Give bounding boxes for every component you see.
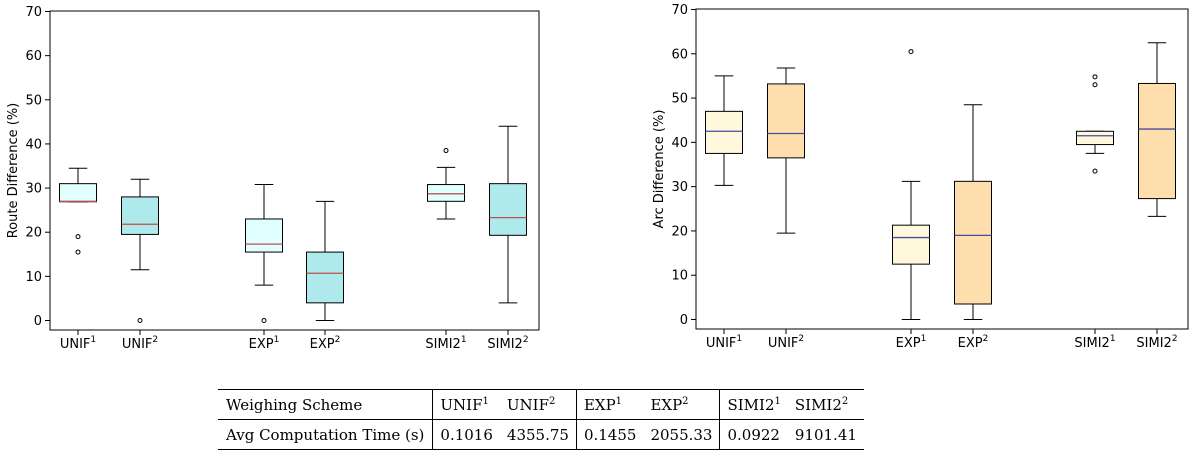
- y-axis-title: Route Difference (%): [6, 103, 21, 239]
- box: [705, 110, 743, 154]
- outlier-point: [137, 318, 143, 323]
- x-tick-label: UNIF1: [706, 334, 742, 351]
- x-tick-label: SIMI22: [1136, 334, 1177, 351]
- box: [245, 218, 283, 253]
- box: [1076, 130, 1114, 146]
- x-tick-label: EXP2: [958, 334, 989, 351]
- x-tick-label: UNIF2: [768, 334, 804, 351]
- route-difference-chart: 0 10 20 30 40 50 60 70 Route Difference (%) UNIF1…: [6, 5, 540, 352]
- col-header-exp1: EXP1: [576, 389, 644, 420]
- box-plot-figure: 0 10 20 30 40 50 60 70 Route Difference (%) UNIF1…: [6, 3, 1189, 352]
- y-tick-label: 20: [25, 226, 42, 241]
- y-tick-label: 70: [25, 5, 42, 20]
- box: [306, 251, 344, 304]
- outlier-point: [1092, 74, 1098, 80]
- box: [121, 196, 159, 235]
- y-tick-label: 30: [25, 182, 42, 197]
- outlier-point: [75, 234, 81, 240]
- box: [1138, 82, 1176, 200]
- x-tick-label: SIMI21: [1074, 334, 1115, 351]
- outlier-point: [443, 148, 449, 154]
- outlier-point: [908, 49, 914, 55]
- y-tick-label: 0: [680, 313, 688, 328]
- x-tick-label: SIMI21: [425, 335, 466, 352]
- arc-difference-chart: 0 10 20 30 40 50 60 70 Arc Difference (%) UNIF1 UN…: [652, 3, 1189, 351]
- cell-unif2: 4355.75: [499, 419, 577, 450]
- y-tick-label: 40: [671, 136, 688, 151]
- box: [59, 183, 97, 203]
- y-tick-label: 40: [25, 137, 42, 152]
- x-tick-label: UNIF1: [60, 335, 96, 352]
- cell-exp1: 0.1455: [576, 419, 644, 450]
- x-tick-label: EXP1: [896, 334, 927, 351]
- x-tick-label: SIMI22: [487, 335, 528, 352]
- outlier-point: [261, 318, 267, 323]
- cell-exp2: 2055.33: [643, 419, 721, 450]
- header-label: Weighing Scheme: [218, 389, 434, 420]
- col-header-unif1: UNIF1: [432, 389, 500, 420]
- y-tick-label: 50: [671, 92, 688, 107]
- box: [954, 180, 992, 305]
- x-tick-label: UNIF2: [122, 335, 158, 352]
- y-tick-label: 20: [671, 224, 688, 239]
- y-axis-title: Arc Difference (%): [652, 110, 667, 229]
- outlier-point: [75, 249, 81, 255]
- x-tick-label: EXP1: [249, 335, 280, 352]
- table-header-row: Weighing Scheme UNIF1 UNIF2 EXP1 EXP2 SI…: [218, 389, 864, 420]
- col-header-unif2: UNIF2: [499, 389, 577, 420]
- col-header-exp2: EXP2: [643, 389, 721, 420]
- outlier-point: [1092, 82, 1098, 88]
- computation-time-table: Weighing Scheme UNIF1 UNIF2 EXP1 EXP2 SI…: [218, 389, 864, 450]
- y-tick-label: 0: [34, 314, 42, 329]
- col-header-simi21: SIMI21: [719, 389, 788, 420]
- cell-unif1: 0.1016: [432, 419, 500, 450]
- row-label: Avg Computation Time (s): [218, 419, 434, 450]
- table-row: Avg Computation Time (s) 0.1016 4355.75 …: [218, 419, 864, 450]
- cell-simi21: 0.0922: [719, 419, 788, 450]
- box: [489, 183, 527, 236]
- y-tick-label: 10: [671, 269, 688, 284]
- x-tick-label: EXP2: [310, 335, 341, 352]
- box: [892, 224, 930, 265]
- box: [427, 184, 465, 202]
- y-tick-label: 70: [671, 3, 688, 18]
- col-header-simi22: SIMI22: [787, 389, 864, 420]
- y-tick-label: 60: [25, 49, 42, 64]
- route-plot-frame: [49, 10, 540, 331]
- box: [767, 83, 805, 159]
- y-tick-label: 10: [25, 270, 42, 285]
- outlier-point: [1092, 168, 1098, 174]
- y-tick-label: 30: [671, 180, 688, 195]
- arc-plot-frame: [695, 8, 1189, 330]
- cell-simi22: 9101.41: [787, 419, 864, 450]
- y-tick-label: 60: [671, 47, 688, 62]
- y-tick-label: 50: [25, 93, 42, 108]
